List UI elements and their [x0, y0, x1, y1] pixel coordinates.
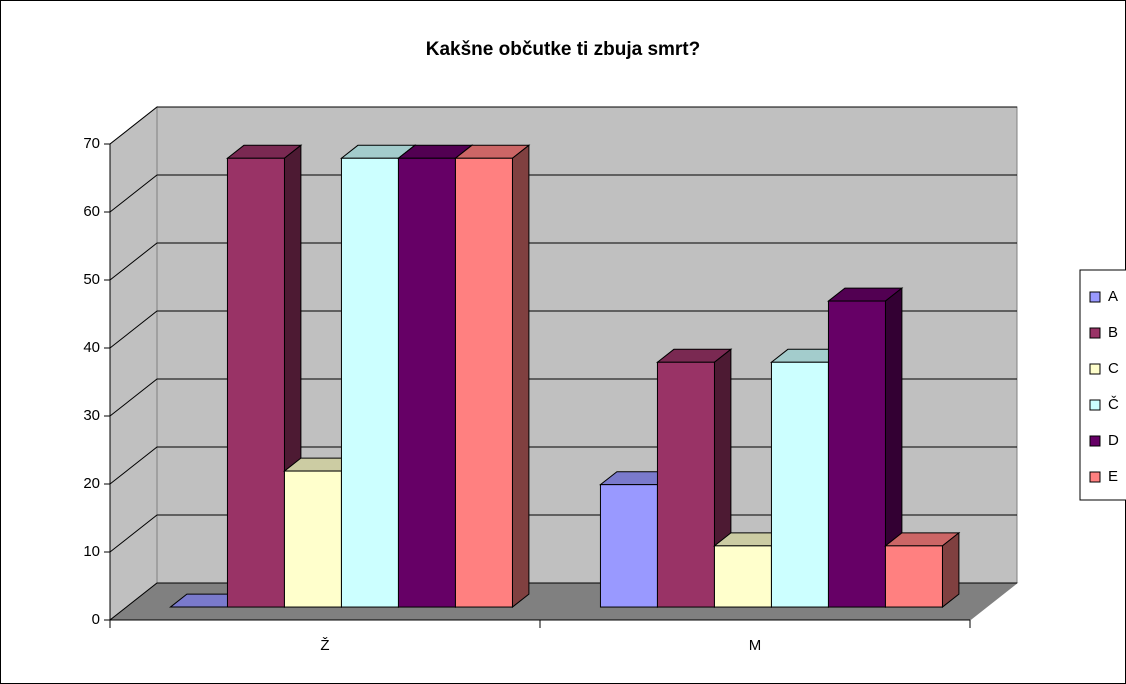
bar-side	[511, 144, 530, 609]
x-tick-label: M	[749, 637, 762, 654]
y-tick-label: 50	[83, 271, 100, 288]
chart-title: Kakšne občutke ti zbuja smrt?	[426, 39, 701, 60]
grid-line	[109, 242, 1017, 281]
bar	[884, 545, 943, 608]
grid-line	[109, 310, 1017, 349]
y-tick-label: 60	[83, 203, 100, 220]
legend-swatch	[1089, 435, 1101, 447]
legend-label: Č	[1108, 396, 1119, 413]
legend-label: B	[1108, 324, 1118, 341]
legend-label: D	[1108, 432, 1119, 449]
legend-swatch	[1089, 363, 1101, 375]
bar	[283, 470, 342, 608]
y-tick-label: 0	[92, 611, 100, 628]
legend-swatch	[1089, 327, 1101, 339]
legend-label: C	[1108, 360, 1119, 377]
y-tick-label: 20	[83, 475, 100, 492]
y-tick-label: 30	[83, 407, 100, 424]
bar	[827, 300, 886, 608]
y-tick-label: 70	[83, 135, 100, 152]
bar	[226, 157, 285, 608]
side-wall	[109, 105, 158, 622]
bar	[713, 545, 772, 608]
legend-swatch	[1089, 471, 1101, 483]
x-tick-label: Ž	[320, 637, 329, 654]
grid-line	[109, 106, 1017, 145]
y-tick-label: 40	[83, 339, 100, 356]
bar	[599, 484, 658, 608]
bar	[770, 361, 829, 608]
legend-swatch	[1089, 291, 1101, 303]
legend-box	[1079, 269, 1126, 501]
bar-side	[941, 531, 960, 609]
legend-label: E	[1108, 468, 1118, 485]
bar	[340, 157, 399, 608]
bar	[397, 157, 456, 608]
legend-swatch	[1089, 399, 1101, 411]
grid-line	[109, 174, 1017, 213]
bar	[656, 361, 715, 608]
bar	[454, 157, 513, 608]
legend-label: A	[1108, 288, 1118, 305]
y-tick-label: 10	[83, 543, 100, 560]
